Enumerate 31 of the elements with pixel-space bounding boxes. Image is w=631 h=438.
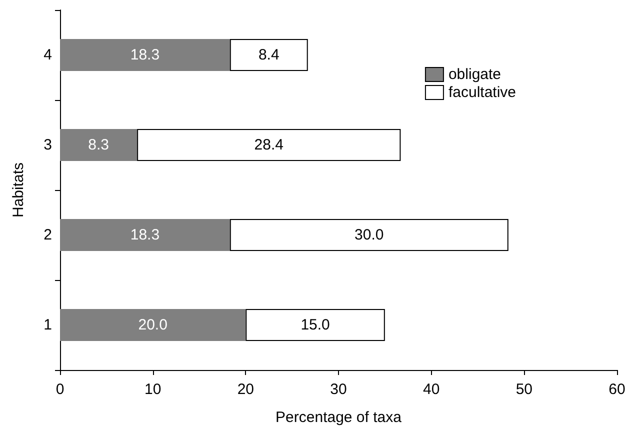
bar [246, 309, 385, 341]
x-tick-label: 60 [608, 381, 626, 398]
bar [230, 39, 308, 71]
y-tick-label: 2 [44, 226, 52, 244]
x-tick-label: 20 [237, 381, 254, 398]
bar [137, 129, 401, 161]
x-tick-label: 10 [144, 381, 162, 398]
bar [60, 39, 230, 71]
legend-label: facultative [448, 84, 516, 101]
x-axis-title: Percentage of taxa [276, 409, 402, 426]
x-tick-label: 0 [56, 381, 64, 398]
data-label: 20.0 [138, 316, 168, 334]
x-tick-label: 40 [422, 381, 440, 398]
y-tick-label: 3 [44, 136, 52, 154]
y-tick-label: 1 [44, 316, 52, 334]
data-label: 18.3 [130, 46, 160, 64]
data-label: 15.0 [300, 316, 330, 334]
x-tick-label: 50 [516, 381, 533, 398]
bar [60, 129, 138, 161]
y-tick-label: 4 [44, 46, 52, 64]
bar [60, 309, 246, 341]
bar [60, 219, 230, 251]
bar [230, 219, 508, 251]
data-label: 28.4 [254, 136, 284, 154]
legend-label: obligate [448, 66, 502, 83]
data-label: 8.3 [88, 136, 109, 154]
data-label: 30.0 [354, 226, 384, 244]
data-label: 18.3 [130, 226, 160, 244]
y-axis-title: Habitats [10, 162, 27, 218]
x-tick-label: 30 [330, 381, 347, 398]
data-label: 8.4 [258, 46, 280, 64]
